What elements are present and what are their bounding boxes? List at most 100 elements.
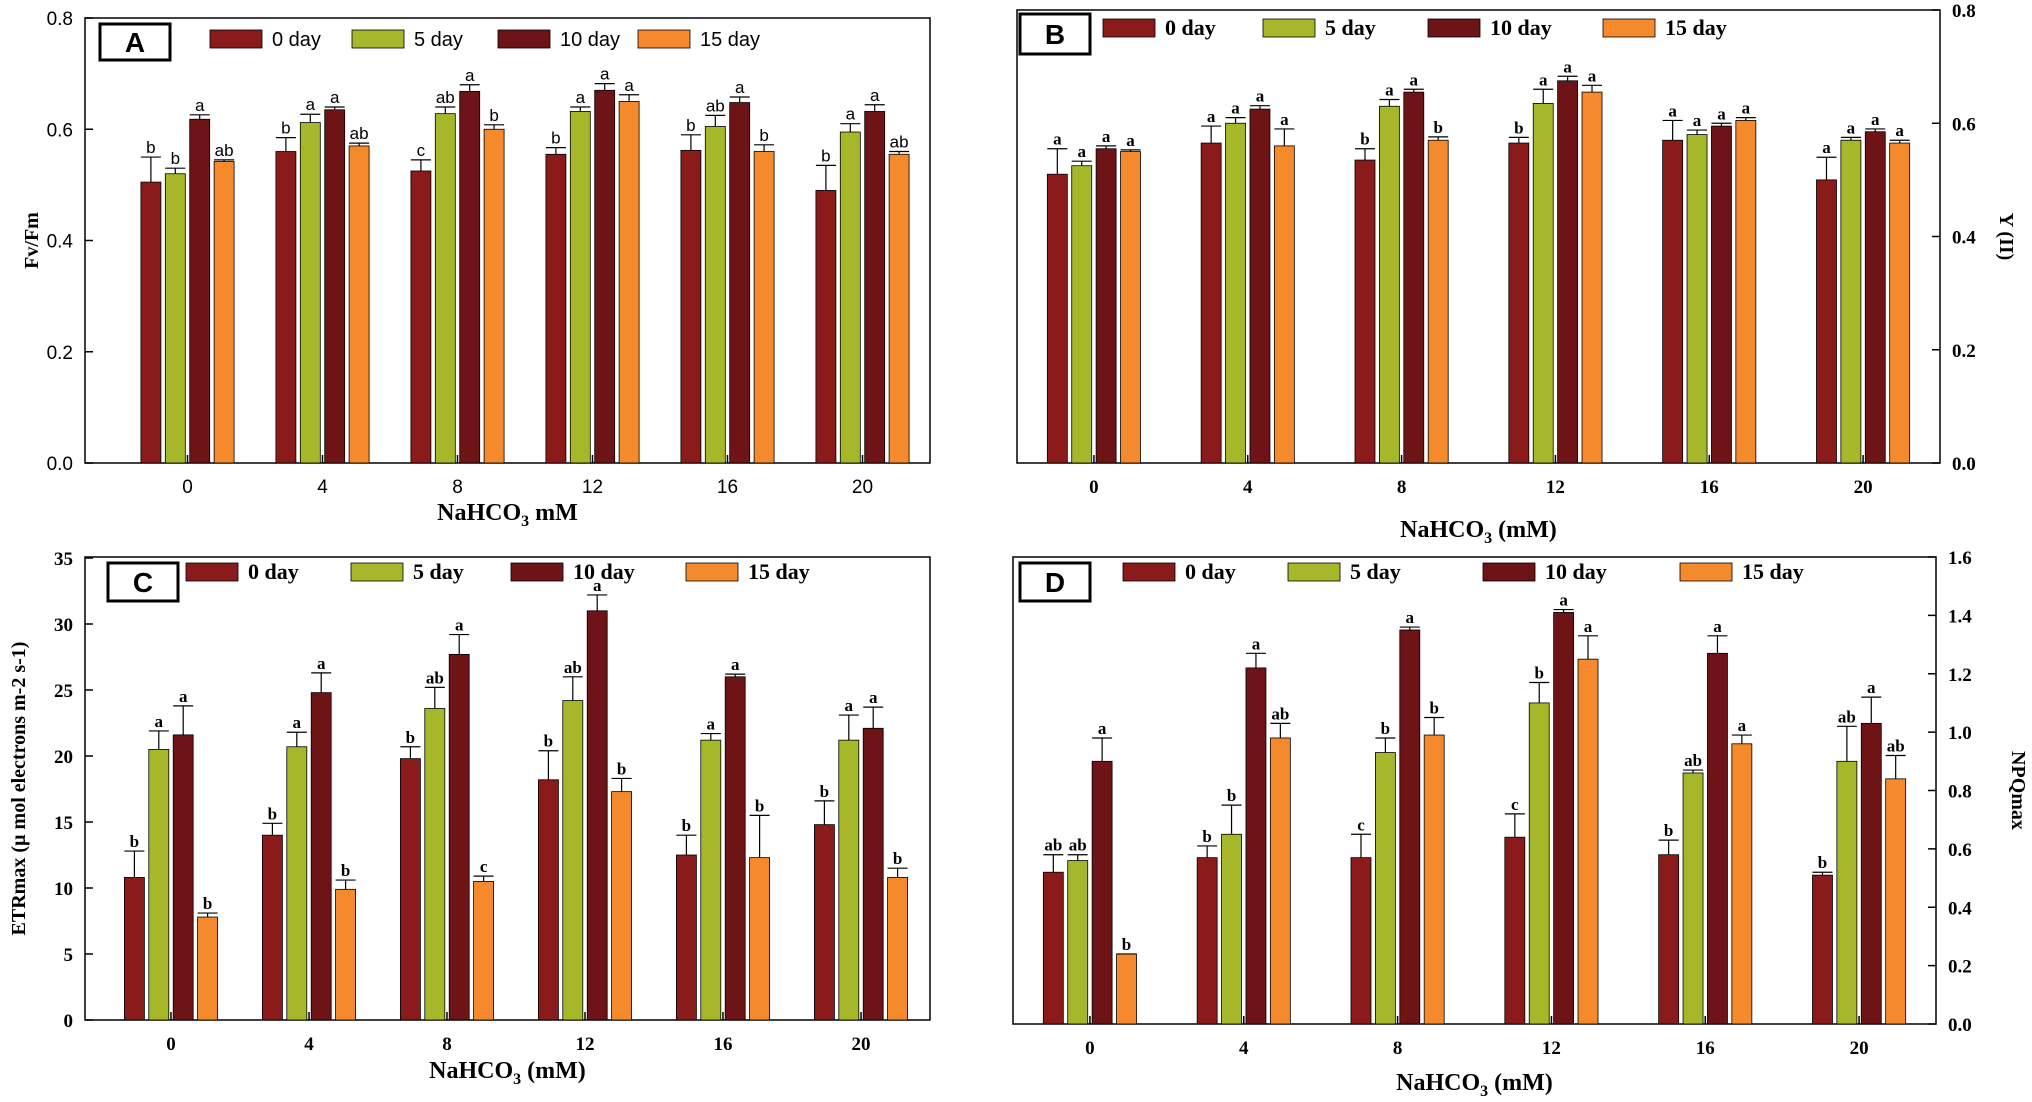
bar-5-day xyxy=(569,111,591,464)
significance-letter: a xyxy=(1406,608,1415,627)
bar-5-day xyxy=(1532,103,1554,464)
x-tick-label: 8 xyxy=(442,1034,452,1055)
significance-letter: b xyxy=(406,728,415,747)
legend-swatch xyxy=(1482,562,1536,582)
significance-letter: b xyxy=(1818,853,1827,872)
significance-letter: b xyxy=(130,832,139,851)
bar-15-day xyxy=(749,857,770,1021)
bar-10-day xyxy=(172,734,194,1021)
bar-10-day xyxy=(594,89,616,464)
bar-0-day xyxy=(261,834,283,1021)
significance-letter: ab xyxy=(1838,707,1856,726)
significance-letter: b xyxy=(341,861,350,880)
significance-letter: a xyxy=(465,66,475,85)
bar-5-day xyxy=(299,122,321,464)
panel-label: A xyxy=(125,27,145,58)
bar-15-day xyxy=(1885,778,1907,1025)
bar-10-day xyxy=(310,692,332,1021)
x-tick-label: 20 xyxy=(852,477,873,498)
significance-letter: a xyxy=(1098,719,1107,738)
y-tick-label: 10 xyxy=(54,879,73,900)
bar-10-day xyxy=(1557,80,1579,464)
bar-15-day xyxy=(1273,145,1295,464)
y-tick-label: 0.8 xyxy=(1952,1,1976,22)
x-tick-label: 8 xyxy=(1397,477,1407,498)
bar-10-day xyxy=(1711,125,1732,464)
legend-label: 10 day xyxy=(1490,15,1552,40)
significance-letter: a xyxy=(1895,121,1904,140)
significance-letter: b xyxy=(759,126,768,145)
y-tick-label: 0.4 xyxy=(1948,898,1972,919)
significance-letter: a xyxy=(306,95,316,114)
x-tick-label: 12 xyxy=(576,1034,595,1055)
significance-letter: ab xyxy=(436,88,455,107)
significance-letter: b xyxy=(682,816,691,835)
legend-label: 5 day xyxy=(1350,559,1401,584)
bar-0-day xyxy=(538,779,559,1021)
bar-10-day xyxy=(1860,722,1882,1025)
significance-letter: b xyxy=(1202,827,1211,846)
y-tick-label: 0.6 xyxy=(1948,840,1972,861)
legend-label: 0 day xyxy=(1185,559,1236,584)
x-tick-label: 16 xyxy=(1696,1038,1715,1059)
y-axis-title: ETRmax (µ mol electrons m-2 s-1) xyxy=(8,642,30,936)
x-tick-label: 12 xyxy=(1542,1038,1561,1059)
significance-letter: b xyxy=(1360,130,1369,149)
plot-frame xyxy=(84,556,931,1021)
x-axis-title: NaHCO3 mM xyxy=(437,500,578,530)
bar-10-day xyxy=(1249,108,1271,464)
bar-5-day xyxy=(1374,752,1396,1025)
significance-letter: c xyxy=(1511,795,1519,814)
bar-15-day xyxy=(618,101,640,464)
y-axis-title: Y (II) xyxy=(1995,213,2017,261)
legend-swatch xyxy=(1679,562,1733,582)
bar-5-day xyxy=(839,131,861,464)
significance-letter: a xyxy=(1539,70,1548,89)
bar-0-day xyxy=(1504,836,1526,1025)
bar-5-day xyxy=(1682,772,1704,1025)
significance-letter: a xyxy=(1742,99,1751,118)
panel-label: C xyxy=(133,567,153,598)
significance-letter: ab xyxy=(564,658,582,677)
bar-0-day xyxy=(1042,871,1064,1025)
bar-10-day xyxy=(1091,760,1113,1025)
significance-letter: a xyxy=(1871,110,1880,129)
significance-letter: b xyxy=(1514,118,1523,137)
y-tick-label: 0.2 xyxy=(1948,957,1972,978)
x-tick-label: 20 xyxy=(1854,477,1873,498)
bar-15-day xyxy=(611,791,632,1021)
bar-0-day xyxy=(124,877,145,1021)
significance-letter: a xyxy=(1588,66,1597,85)
bar-10-day xyxy=(1095,148,1117,464)
bar-15-day xyxy=(335,888,357,1021)
significance-letter: a xyxy=(330,88,340,107)
significance-letter: a xyxy=(1584,617,1593,636)
significance-letter: ab xyxy=(890,133,909,152)
x-axis-title: NaHCO3 (mM) xyxy=(1400,517,1557,547)
significance-letter: b xyxy=(146,138,155,157)
bar-15-day xyxy=(483,128,505,464)
bar-0-day xyxy=(1196,857,1218,1025)
bar-5-day xyxy=(1225,122,1246,464)
bar-5-day xyxy=(1836,760,1858,1025)
bar-5-day xyxy=(700,739,722,1021)
significance-letter: a xyxy=(1847,118,1856,137)
plot-frame xyxy=(1016,9,1941,464)
bar-15-day xyxy=(348,145,370,464)
bar-0-day xyxy=(1046,173,1068,464)
significance-letter: a xyxy=(155,712,164,731)
x-tick-label: 8 xyxy=(452,477,463,498)
significance-letter: b xyxy=(1227,786,1236,805)
y-axis-title: NPQmax xyxy=(2007,751,2029,830)
significance-letter: a xyxy=(179,687,188,706)
legend-swatch xyxy=(1602,18,1656,38)
significance-letter: c xyxy=(417,141,426,160)
significance-letter: b xyxy=(281,119,290,138)
y-tick-label: 0.6 xyxy=(47,120,73,141)
legend-label: 15 day xyxy=(1742,559,1804,584)
bar-10-day xyxy=(1864,131,1886,464)
bar-15-day xyxy=(1427,139,1449,464)
panel-label: D xyxy=(1045,567,1065,598)
bar-0-day xyxy=(814,824,835,1021)
